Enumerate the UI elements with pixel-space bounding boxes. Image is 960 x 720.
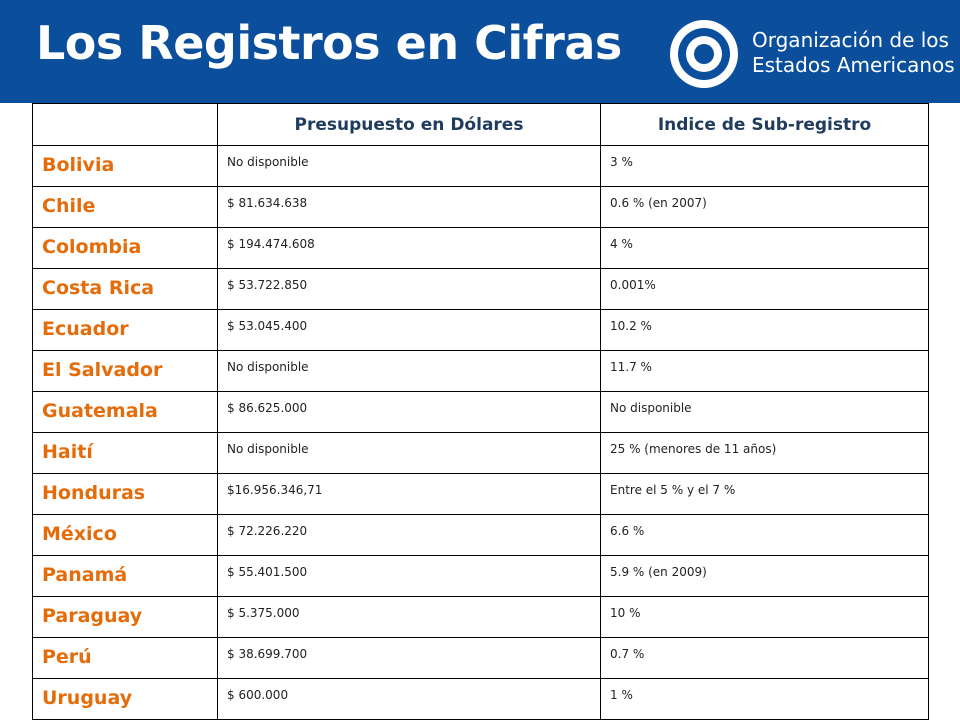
- column-header: Indice de Sub-registro: [600, 103, 929, 146]
- country-name: Costa Rica: [32, 268, 218, 310]
- table-row: Paraguay $ 5.375.000 10 %: [32, 596, 929, 638]
- table-cell: $ 53.045.400: [217, 309, 601, 351]
- table-cell: 4 %: [600, 227, 929, 269]
- org-line: Estados Americanos: [752, 53, 955, 77]
- header-band: [0, 0, 960, 103]
- header-row: Presupuesto en Dólares Indice de Sub-reg…: [32, 103, 929, 146]
- country-name: Ecuador: [32, 309, 218, 351]
- country-name: Paraguay: [32, 596, 218, 638]
- table-row: Guatemala $ 86.625.000 No disponible: [32, 391, 929, 433]
- table-cell: 0.7 %: [600, 637, 929, 679]
- table-row: Haití No disponible 25 % (menores de 11 añ…: [32, 432, 929, 474]
- table-cell: 3 %: [600, 145, 929, 187]
- slide-title: Los Registros en Cifras: [36, 16, 622, 70]
- emblem: [670, 20, 738, 88]
- table-row: Honduras $16.956.346,71 Entre el 5 % y el …: [32, 473, 929, 515]
- table-cell: 5.9 % (en 2009): [600, 555, 929, 597]
- country-name: México: [32, 514, 218, 556]
- country-name: Bolivia: [32, 145, 218, 187]
- org-line: Organización de los: [752, 28, 949, 52]
- table-cell: 10.2 %: [600, 309, 929, 351]
- table-row: México $ 72.226.220 6.6 %: [32, 514, 929, 556]
- table-cell: $ 81.634.638: [217, 186, 601, 228]
- country-name: Haití: [32, 432, 218, 474]
- table-cell: 1 %: [600, 678, 929, 720]
- table-row: Ecuador $ 53.045.400 10.2 %: [32, 309, 929, 351]
- table-row: Colombia $ 194.474.608 4 %: [32, 227, 929, 269]
- table-cell: No disponible: [217, 145, 601, 187]
- table-row: Chile $ 81.634.638 0.6 % (en 2007): [32, 186, 929, 228]
- country-name: Perú: [32, 637, 218, 679]
- column-header: Presupuesto en Dólares: [217, 103, 601, 146]
- table-row: Uruguay $ 600.000 1 %: [32, 678, 929, 720]
- table-cell: $ 86.625.000: [217, 391, 601, 433]
- table-cell: $16.956.346,71: [217, 473, 601, 515]
- country-name: Uruguay: [32, 678, 218, 720]
- corner-cell: [32, 103, 218, 146]
- table-cell: No disponible: [217, 432, 601, 474]
- table-cell: $ 72.226.220: [217, 514, 601, 556]
- table-cell: 11.7 %: [600, 350, 929, 392]
- table-row: Perú $ 38.699.700 0.7 %: [32, 637, 929, 679]
- country-name: Panamá: [32, 555, 218, 597]
- table-row: Costa Rica $ 53.722.850 0.001%: [32, 268, 929, 310]
- table-cell: $ 38.699.700: [217, 637, 601, 679]
- table-cell: 0.6 % (en 2007): [600, 186, 929, 228]
- table-cell: $ 5.375.000: [217, 596, 601, 638]
- country-name: Guatemala: [32, 391, 218, 433]
- table-cell: $ 600.000: [217, 678, 601, 720]
- table-row: Panamá $ 55.401.500 5.9 % (en 2009): [32, 555, 929, 597]
- table-cell: Entre el 5 % y el 7 %: [600, 473, 929, 515]
- table-cell: 10 %: [600, 596, 929, 638]
- org-name: Organización de los Estados Americanos: [752, 28, 955, 78]
- country-name: El Salvador: [32, 350, 218, 392]
- table-cell: No disponible: [600, 391, 929, 433]
- table-cell: $ 55.401.500: [217, 555, 601, 597]
- table-row: El Salvador No disponible 11.7 %: [32, 350, 929, 392]
- table-cell: $ 194.474.608: [217, 227, 601, 269]
- country-name: Honduras: [32, 473, 218, 515]
- table-cell: $ 53.722.850: [217, 268, 601, 310]
- country-name: Chile: [32, 186, 218, 228]
- table-cell: 6.6 %: [600, 514, 929, 556]
- table-cell: 0.001%: [600, 268, 929, 310]
- table-row: Bolivia No disponible 3 %: [32, 145, 929, 187]
- table-cell: No disponible: [217, 350, 601, 392]
- data-table: Presupuesto en Dólares Indice de Sub-reg…: [32, 103, 929, 720]
- country-name: Colombia: [32, 227, 218, 269]
- table-cell: 25 % (menores de 11 años): [600, 432, 929, 474]
